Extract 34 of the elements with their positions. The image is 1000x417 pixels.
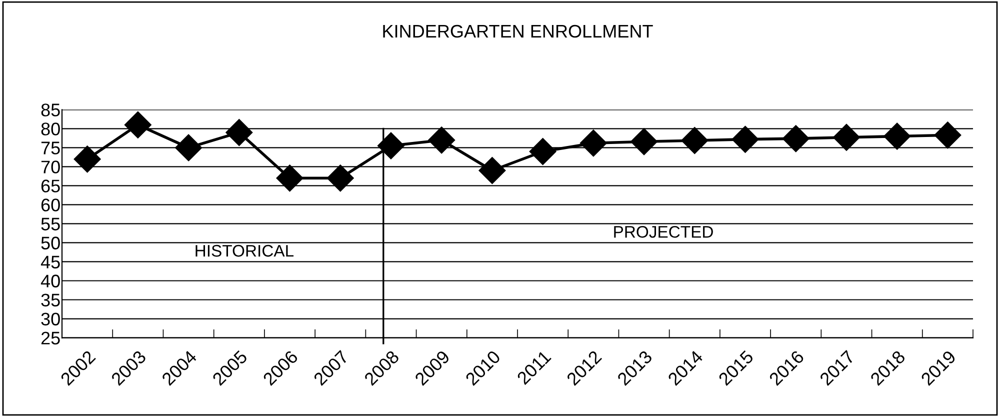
y-tick-label: 60: [41, 198, 60, 212]
point: [326, 164, 354, 192]
point: [175, 134, 202, 162]
annotation: HISTORICAL: [196, 244, 294, 257]
point: [782, 125, 810, 152]
point: [74, 146, 101, 173]
y-tick-label: 65: [41, 180, 60, 192]
y-tick-label: 35: [41, 294, 60, 306]
point: [732, 126, 759, 153]
chart-title: KINDERGARTEN ENROLLMENT: [383, 24, 653, 38]
point: [428, 126, 456, 154]
point: [124, 111, 152, 138]
y-tick-label: 50: [41, 236, 60, 250]
point: [378, 132, 404, 160]
point: [934, 122, 962, 149]
point: [833, 124, 860, 151]
y-tick-label: 25: [41, 332, 60, 344]
point: [276, 164, 304, 192]
y-tick-label: 55: [41, 218, 60, 230]
y-tick-label: 75: [41, 142, 60, 154]
point: [226, 119, 253, 146]
point: [529, 138, 556, 165]
point: [681, 127, 708, 154]
y-tick-label: 40: [40, 274, 60, 288]
y-tick-label: 30: [41, 312, 60, 326]
y-tick-label: 45: [40, 256, 60, 268]
y-tick-label: 70: [41, 160, 60, 174]
point: [630, 128, 658, 156]
annotation: PROJECTED: [614, 226, 713, 238]
point: [884, 122, 911, 150]
point: [580, 130, 607, 157]
y-tick-label: 85: [41, 104, 60, 116]
point: [478, 157, 506, 184]
y-tick-label: 80: [41, 122, 60, 136]
